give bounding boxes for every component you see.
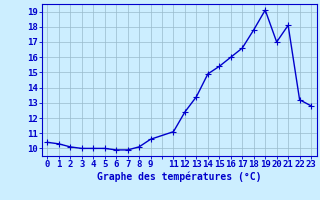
- X-axis label: Graphe des températures (°C): Graphe des températures (°C): [97, 172, 261, 182]
